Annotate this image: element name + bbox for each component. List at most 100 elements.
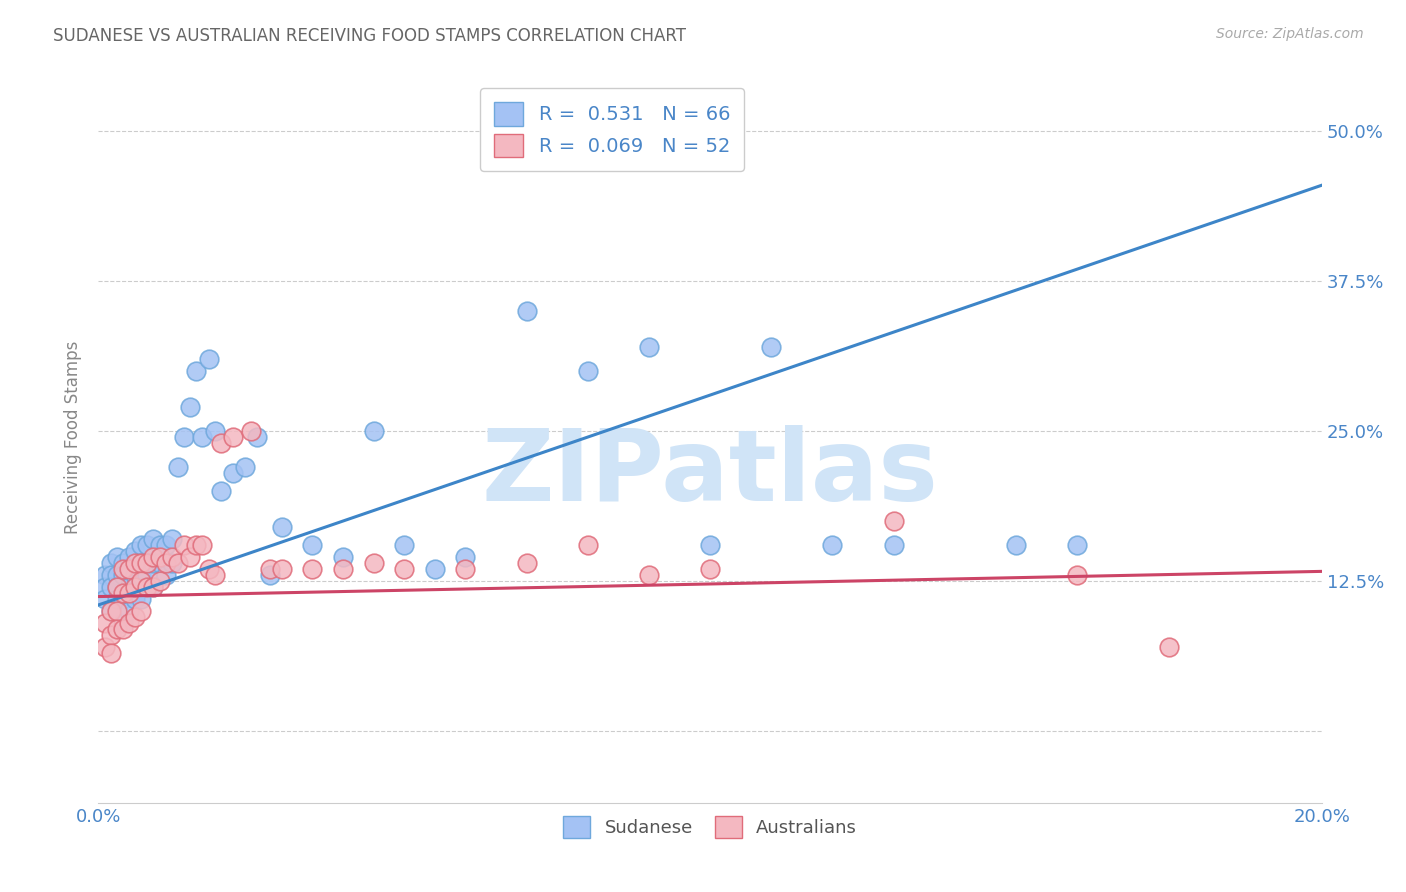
Point: [105, 580, 128, 594]
Point: [270, 562, 292, 576]
Point: [136, 556, 159, 570]
Point: [136, 580, 159, 594]
Point: [392, 562, 416, 576]
Point: [259, 568, 281, 582]
Point: [270, 520, 292, 534]
Point: [197, 562, 219, 576]
Point: [155, 538, 177, 552]
Point: [637, 568, 661, 582]
Point: [516, 304, 538, 318]
Point: [423, 562, 446, 576]
Point: [167, 460, 190, 475]
Point: [454, 549, 477, 564]
Point: [118, 549, 141, 564]
Point: [129, 556, 152, 570]
Point: [105, 604, 128, 618]
Point: [105, 622, 128, 636]
Point: [363, 556, 385, 570]
Point: [516, 556, 538, 570]
Point: [129, 568, 152, 582]
Point: [105, 549, 128, 564]
Point: [204, 568, 226, 582]
Point: [93, 568, 115, 582]
Point: [129, 556, 152, 570]
Point: [204, 424, 226, 438]
Point: [155, 568, 177, 582]
Point: [124, 544, 146, 558]
Point: [363, 424, 385, 438]
Point: [105, 591, 128, 606]
Point: [173, 430, 195, 444]
Point: [149, 549, 172, 564]
Point: [111, 615, 134, 630]
Point: [197, 352, 219, 367]
Point: [118, 562, 141, 576]
Point: [160, 549, 183, 564]
Point: [149, 574, 172, 588]
Point: [149, 538, 172, 552]
Point: [118, 568, 141, 582]
Legend: Sudanese, Australians: Sudanese, Australians: [555, 808, 865, 845]
Point: [129, 604, 152, 618]
Point: [392, 538, 416, 552]
Point: [100, 580, 122, 594]
Point: [136, 556, 159, 570]
Point: [454, 562, 477, 576]
Point: [111, 556, 134, 570]
Point: [142, 549, 165, 564]
Point: [93, 591, 115, 606]
Point: [93, 615, 115, 630]
Point: [301, 538, 323, 552]
Point: [142, 556, 165, 570]
Point: [100, 604, 122, 618]
Point: [186, 538, 208, 552]
Text: Source: ZipAtlas.com: Source: ZipAtlas.com: [1216, 27, 1364, 41]
Point: [222, 466, 245, 480]
Point: [179, 549, 201, 564]
Point: [142, 532, 165, 546]
Point: [233, 460, 256, 475]
Point: [124, 591, 146, 606]
Point: [129, 591, 152, 606]
Point: [1157, 640, 1180, 654]
Point: [179, 400, 201, 414]
Point: [332, 549, 354, 564]
Point: [576, 364, 599, 378]
Point: [149, 556, 172, 570]
Point: [93, 580, 115, 594]
Point: [637, 340, 661, 354]
Point: [883, 514, 905, 528]
Point: [118, 586, 141, 600]
Point: [259, 562, 281, 576]
Point: [301, 562, 323, 576]
Point: [93, 640, 115, 654]
Point: [124, 610, 146, 624]
Point: [118, 604, 141, 618]
Point: [173, 538, 195, 552]
Point: [100, 604, 122, 618]
Point: [124, 556, 146, 570]
Point: [105, 580, 128, 594]
Point: [111, 586, 134, 600]
Point: [100, 556, 122, 570]
Point: [576, 538, 599, 552]
Point: [222, 430, 245, 444]
Point: [1066, 538, 1088, 552]
Point: [759, 340, 782, 354]
Point: [883, 538, 905, 552]
Point: [111, 562, 134, 576]
Point: [100, 568, 122, 582]
Point: [209, 483, 232, 498]
Point: [167, 556, 190, 570]
Point: [821, 538, 844, 552]
Point: [111, 622, 134, 636]
Point: [240, 424, 263, 438]
Point: [186, 364, 208, 378]
Point: [136, 538, 159, 552]
Point: [142, 580, 165, 594]
Point: [124, 568, 146, 582]
Point: [105, 568, 128, 582]
Text: ZIPatlas: ZIPatlas: [482, 425, 938, 522]
Point: [209, 436, 232, 450]
Point: [118, 615, 141, 630]
